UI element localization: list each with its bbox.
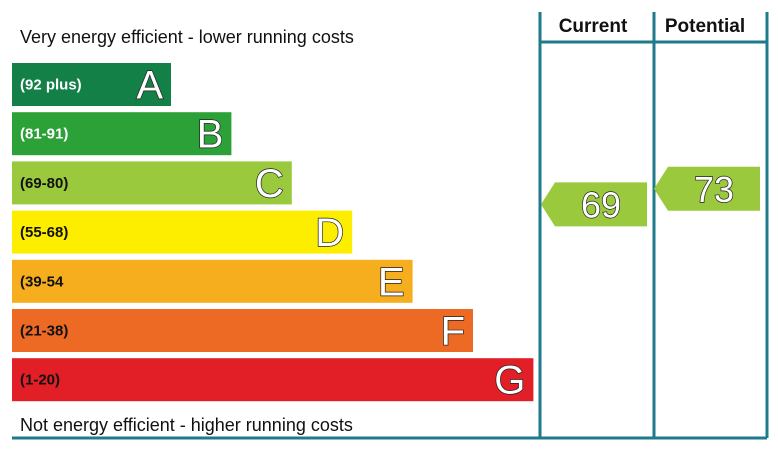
band-c: (69-80) C bbox=[12, 161, 292, 207]
current-rating-arrow bbox=[541, 182, 647, 227]
band-f-bar bbox=[12, 309, 473, 352]
band-f: (21-38) F bbox=[12, 309, 473, 354]
potential-rating: 73 bbox=[654, 166, 760, 211]
band-d-letter: D bbox=[315, 211, 344, 255]
band-g-bar bbox=[12, 358, 534, 402]
rating-columns-frame bbox=[12, 12, 769, 440]
current-column-header: Current bbox=[559, 16, 628, 37]
current-rating: 69 bbox=[541, 182, 647, 227]
band-g: (1-20) G bbox=[12, 358, 534, 403]
band-g-range: (1-20) bbox=[20, 372, 60, 389]
band-e-range: (39-54 bbox=[20, 273, 64, 290]
band-a-range: (92 plus) bbox=[20, 77, 82, 94]
band-a: (92 plus) A bbox=[12, 63, 171, 108]
band-b-letter: B bbox=[197, 113, 224, 157]
band-d-bar bbox=[12, 210, 353, 254]
band-c-bar bbox=[12, 161, 292, 205]
band-e-letter: E bbox=[378, 260, 405, 304]
potential-rating-value: 73 bbox=[694, 169, 734, 210]
band-b: (81-91) B bbox=[12, 112, 232, 157]
band-b-bar bbox=[12, 112, 232, 156]
band-f-letter: F bbox=[441, 310, 465, 354]
band-b-range: (81-91) bbox=[20, 126, 68, 143]
band-g-letter: G bbox=[494, 359, 525, 403]
band-f-range: (21-38) bbox=[20, 323, 68, 340]
band-a-bar bbox=[12, 63, 171, 106]
rating-bands: (92 plus) A (81-91) B (69-80) C (55-68) D (39-54… bbox=[12, 63, 534, 403]
current-rating-value: 69 bbox=[581, 184, 621, 225]
band-e: (39-54 E bbox=[12, 260, 413, 305]
band-d: (55-68) D bbox=[12, 210, 353, 256]
band-d-range: (55-68) bbox=[20, 224, 68, 241]
potential-rating-arrow bbox=[654, 166, 760, 211]
bottom-caption: Not energy efficient - higher running co… bbox=[20, 415, 353, 435]
band-a-letter: A bbox=[136, 64, 163, 108]
band-c-range: (69-80) bbox=[20, 175, 68, 192]
rating-arrows: 69 73 bbox=[541, 166, 760, 227]
top-caption: Very energy efficient - lower running co… bbox=[20, 27, 354, 47]
band-e-bar bbox=[12, 259, 413, 303]
potential-column-header: Potential bbox=[665, 16, 745, 37]
band-c-letter: C bbox=[255, 162, 284, 206]
